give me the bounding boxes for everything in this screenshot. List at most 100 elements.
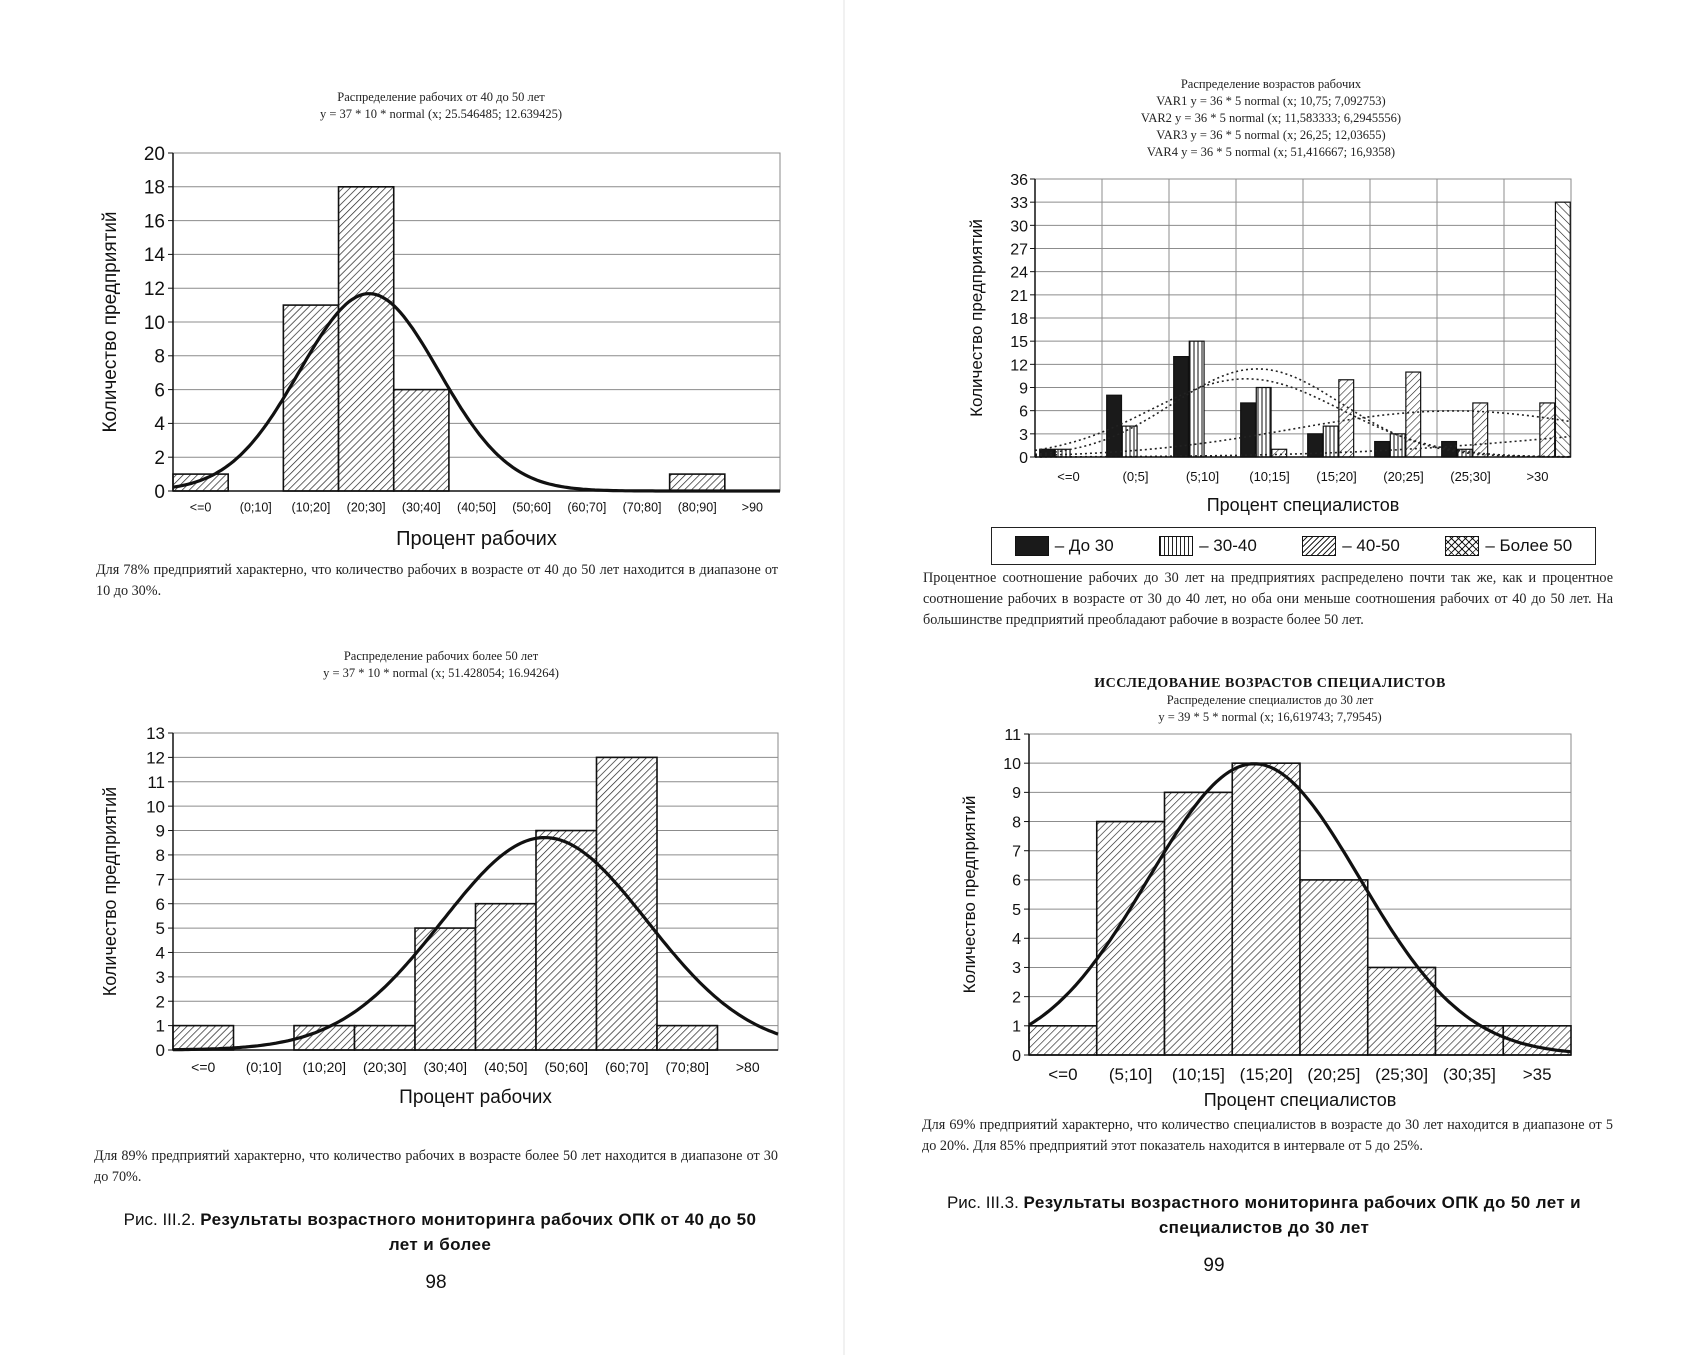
chart-title: Распределение возрастов рабочих [1181, 77, 1362, 91]
y-tick-label: 7 [1012, 843, 1021, 860]
chart-subtitle: y = 37 * 10 * normal (x; 25.546485; 12.6… [320, 107, 562, 121]
legend-swatch-cross [1445, 536, 1480, 556]
page-gutter [843, 0, 845, 1355]
x-tick-label: <=0 [190, 501, 212, 515]
y-tick-label: 3 [1019, 427, 1028, 444]
figure-caption-left: Рис. III.2. Результаты возрастного монит… [110, 1207, 770, 1257]
series-bar [1255, 386, 1272, 458]
chart-specialists-under-30: ИССЛЕДОВАНИЕ ВОЗРАСТОВ СПЕЦИАЛИСТОВ Распр… [844, 660, 1688, 1110]
histogram-bar [337, 186, 395, 492]
series-bar [1554, 201, 1571, 458]
series-bar [1374, 440, 1391, 458]
y-tick-label: 30 [1010, 218, 1028, 235]
y-tick-label: 20 [144, 144, 165, 165]
series-bar [1173, 356, 1190, 458]
chart-specialists-under-30-svg: ИССЛЕДОВАНИЕ ВОЗРАСТОВ СПЕЦИАЛИСТОВ Распр… [960, 676, 1572, 1110]
legend-label: – 30-40 [1199, 536, 1257, 555]
paragraph-left-1: Для 78% предприятий характерно, что коли… [96, 562, 778, 599]
x-tick-label: (15;20] [1240, 1065, 1293, 1084]
histogram-bar [535, 829, 598, 1051]
y-tick-label: 6 [156, 895, 165, 914]
y-tick-label: 27 [1010, 242, 1028, 259]
x-tick-label: (60;70] [605, 1059, 649, 1075]
legend-swatch-solid [1014, 536, 1049, 556]
x-tick-label: (0;5] [1122, 469, 1148, 484]
series-bar [1389, 433, 1406, 458]
page-number-left: 98 [425, 1272, 447, 1293]
chart-heading: ИССЛЕДОВАНИЕ ВОЗРАСТОВ СПЕЦИАЛИСТОВ [1094, 676, 1446, 691]
chart-legend: – До 30 – 30-40 – 40-50 – Более 50 [991, 527, 1596, 565]
legend-label: – Более 50 [1485, 536, 1573, 555]
paragraph-right-1: Процентное соотношение рабочих до 30 лет… [923, 570, 1613, 628]
y-tick-label: 8 [156, 846, 165, 865]
series-bar [1188, 340, 1205, 458]
y-tick-label: 12 [146, 749, 165, 768]
y-tick-label: 6 [1019, 404, 1028, 421]
histogram-bar [172, 473, 229, 492]
y-tick-label: 10 [146, 797, 165, 816]
y-tick-label: 12 [1010, 357, 1028, 374]
x-tick-label: (5;10] [1109, 1065, 1152, 1084]
x-tick-label: (5;10] [1186, 469, 1219, 484]
histogram-bar [1028, 1025, 1098, 1056]
x-axis-label: Процент специалистов [1207, 495, 1400, 515]
histogram-bar [414, 927, 477, 1051]
y-tick-label: 9 [156, 822, 165, 841]
figure-caption-right-prefix: Рис. III.3. [946, 1193, 1019, 1212]
x-tick-label: (40;50] [457, 501, 496, 515]
chart-title: Распределение рабочих от 40 до 50 лет [337, 90, 545, 104]
chart-workers-over-50: Распределение рабочих более 50 лет y = 37… [0, 640, 844, 1110]
y-tick-label: 13 [146, 724, 165, 743]
series-bar [1338, 379, 1355, 458]
y-tick-label: 2 [156, 992, 165, 1011]
y-tick-label: 4 [156, 944, 165, 963]
x-tick-label: (0;10] [240, 501, 272, 515]
chart-age-distribution-svg: Распределение возрастов рабочих VAR1 y = … [967, 77, 1572, 515]
x-tick-label: (30;40] [402, 501, 441, 515]
figure-caption-left-prefix: Рис. III.2. [123, 1210, 196, 1229]
x-tick-label: (70;80] [665, 1059, 709, 1075]
chart-subtitle: VAR4 y = 36 * 5 normal (x; 51,416667; 16… [1147, 145, 1395, 159]
legend-item-30-40: – 30-40 [1159, 536, 1257, 556]
y-tick-label: 11 [147, 773, 165, 792]
y-tick-label: 0 [1012, 1048, 1021, 1065]
page-number-right: 99 [1203, 1255, 1225, 1276]
series-bar [1405, 371, 1422, 458]
y-tick-label: 15 [1010, 334, 1028, 351]
series-bar [1121, 425, 1138, 458]
series-bar [1240, 402, 1257, 458]
y-tick-label: 9 [1012, 785, 1021, 802]
y-tick-label: 11 [1004, 727, 1021, 744]
series-bar [1054, 448, 1071, 458]
figure-caption-right-title: Результаты возрастного мониторинга рабоч… [1023, 1193, 1582, 1237]
legend-label: – До 30 [1054, 536, 1114, 555]
y-tick-label: 6 [1012, 873, 1021, 890]
figure-caption-left-title: Результаты возрастного мониторинга рабоч… [200, 1210, 757, 1254]
histogram-bar [282, 304, 340, 492]
right-page: Распределение возрастов рабочих VAR1 y = … [844, 0, 1688, 1355]
x-tick-label: (10;20] [291, 501, 330, 515]
y-tick-label: 5 [1012, 902, 1021, 919]
y-tick-label: 33 [1010, 195, 1028, 212]
histogram-bar [656, 1024, 719, 1051]
y-tick-label: 36 [1010, 172, 1028, 189]
x-tick-label: (50;60] [544, 1059, 588, 1075]
normal-fit-curve [1028, 762, 1572, 1054]
paragraph-right-2: Для 69% предприятий характерно, что коли… [922, 1117, 1613, 1154]
y-tick-label: 8 [1012, 814, 1021, 831]
chart-title: Распределение специалистов до 30 лет [1167, 693, 1374, 707]
x-axis-label: Процент рабочих [396, 528, 557, 550]
series-bar [1106, 394, 1123, 458]
x-tick-label: (20;30] [347, 501, 386, 515]
histogram-bar [392, 388, 450, 492]
x-axis-label: Процент специалистов [1204, 1090, 1397, 1110]
y-tick-label: 8 [154, 347, 165, 368]
y-tick-label: 7 [156, 870, 165, 889]
histogram-bar [353, 1024, 416, 1051]
y-tick-label: 0 [1019, 450, 1028, 467]
y-tick-label: 14 [144, 245, 166, 266]
chart-subtitle: VAR1 y = 36 * 5 normal (x; 10,75; 7,0927… [1156, 94, 1385, 108]
chart-workers-40-50: Распределение рабочих от 40 до 50 лет y =… [0, 0, 844, 560]
chart-workers-40-50-svg: Распределение рабочих от 40 до 50 лет y =… [100, 90, 781, 550]
